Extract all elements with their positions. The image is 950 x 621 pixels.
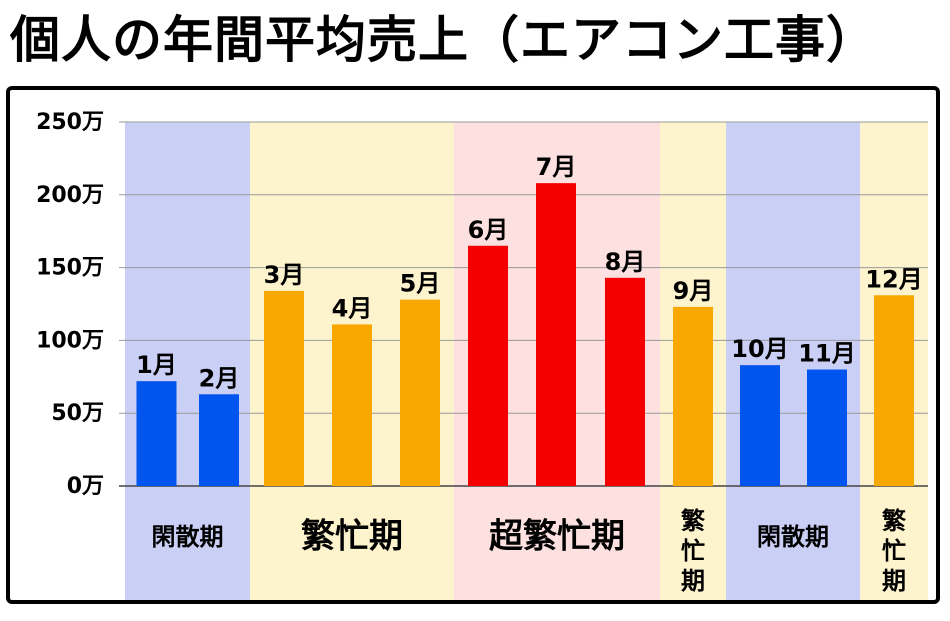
season-label-3: 超繁忙期 [489, 517, 625, 557]
chart-frame: 0万 50万 100万 150万 200万 250万 1月 2月 3月 4月 5月 6月 7月 8月 9月… [6, 86, 940, 604]
season-label-2: 繁忙期 [301, 517, 403, 557]
season-label-4: 繁忙期 [681, 507, 706, 595]
bar-label-9: 9月 [673, 277, 714, 305]
bar-11 [807, 369, 847, 486]
bar-label-1: 1月 [136, 351, 177, 379]
bar-12 [874, 295, 914, 486]
page-title: 個人の年間平均売上（エアコン工事） [10, 11, 877, 69]
bar-label-2: 2月 [199, 364, 240, 392]
bar-10 [740, 365, 780, 486]
bar-1 [136, 381, 177, 486]
season-band-5 [726, 122, 860, 600]
bar-label-7: 7月 [536, 153, 577, 181]
y-tick-label: 250万 [36, 110, 104, 135]
bar-label-10: 10月 [731, 335, 788, 363]
annual-sales-bar-chart: 0万 50万 100万 150万 200万 250万 1月 2月 3月 4月 5月 6月 7月 8月 9月… [36, 110, 928, 600]
season-label-5: 閑散期 [757, 523, 829, 551]
y-tick-label: 200万 [36, 183, 104, 208]
bar-7 [536, 183, 576, 487]
y-tick-label: 150万 [36, 256, 104, 281]
bar-6 [468, 245, 508, 486]
season-band-1 [125, 122, 250, 600]
bar-label-4: 4月 [332, 294, 373, 322]
bar-4 [332, 324, 372, 486]
y-tick-label: 0万 [67, 474, 104, 499]
y-tick-label: 50万 [51, 401, 104, 426]
bar-2 [199, 394, 239, 486]
y-tick-label: 100万 [36, 328, 104, 353]
bar-label-3: 3月 [264, 261, 305, 289]
season-label-1: 閑散期 [152, 523, 224, 551]
bar-3 [264, 290, 304, 486]
bar-5 [400, 299, 440, 486]
bar-8 [605, 277, 645, 486]
bar-label-8: 8月 [605, 248, 646, 276]
bar-label-11: 11月 [798, 340, 855, 368]
bar-label-6: 6月 [468, 216, 509, 244]
bar-9 [673, 306, 713, 486]
bar-label-5: 5月 [400, 270, 441, 298]
season-label-6: 繁忙期 [882, 507, 907, 595]
bar-label-12: 12月 [865, 265, 922, 293]
